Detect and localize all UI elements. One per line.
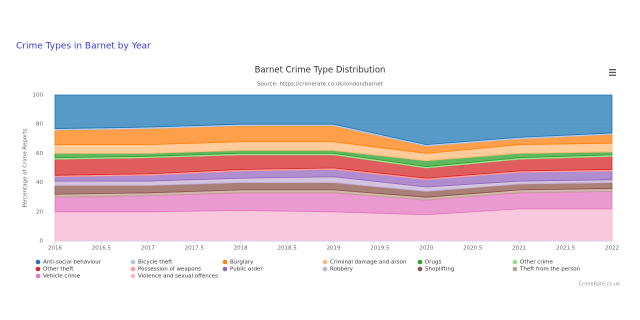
legend-item[interactable]: Public order xyxy=(222,266,264,273)
legend-item[interactable]: Violence and sexual offences xyxy=(130,273,218,280)
legend-symbol xyxy=(417,266,423,272)
legend-symbol xyxy=(512,266,518,272)
y-axis-label: Percentage of Crime Reports xyxy=(23,128,29,207)
y-tick-label: 40 xyxy=(36,180,43,186)
legend-symbol xyxy=(222,259,228,265)
y-tick-label: 60 xyxy=(36,151,43,157)
legend-item[interactable]: Criminal damage and arson xyxy=(322,259,407,266)
page-heading: Crime Types in Barnet by Year xyxy=(16,42,151,52)
x-tick-label: 2016 xyxy=(48,246,62,252)
area xyxy=(54,208,613,242)
x-tick-label: 2020.5 xyxy=(463,246,483,252)
legend-label: Other theft xyxy=(43,267,74,273)
legend-symbol xyxy=(35,266,41,272)
legend-label: Anti-social behaviour xyxy=(43,260,102,266)
legend-symbol xyxy=(130,273,136,279)
legend-item[interactable]: Possession of weapons xyxy=(130,266,201,273)
legend-item[interactable]: Other crime xyxy=(512,259,554,266)
legend-label: Violence and sexual offences xyxy=(138,274,218,280)
legend-symbol xyxy=(222,266,228,272)
credit: CrimeRate.co.uk xyxy=(579,282,620,288)
y-tick-label: 100 xyxy=(33,93,44,99)
menu-bar xyxy=(609,74,616,76)
x-tick-label: 2020 xyxy=(419,246,433,252)
legend-item[interactable]: Bicycle theft xyxy=(130,259,173,266)
x-tick-label: 2016.5 xyxy=(92,246,112,252)
y-tick-label: 0 xyxy=(40,239,44,245)
x-tick-label: 2019.5 xyxy=(370,246,390,252)
legend-item[interactable]: Vehicle crime xyxy=(35,273,81,280)
area xyxy=(54,94,613,146)
legend-symbol xyxy=(417,259,423,265)
legend-label: Burglary xyxy=(230,260,254,266)
y-tick-label: 80 xyxy=(36,122,43,128)
legend-item[interactable]: Other theft xyxy=(35,266,75,273)
menu-bar xyxy=(609,69,616,71)
x-tick-label: 2017 xyxy=(141,246,155,252)
x-tick-label: 2022 xyxy=(605,246,619,252)
menu-bar xyxy=(609,71,616,74)
legend-item[interactable]: Burglary xyxy=(222,259,254,266)
legend-item[interactable]: Robbery xyxy=(322,266,354,273)
legend-symbol xyxy=(322,259,328,265)
legend-item[interactable]: Drugs xyxy=(417,259,442,266)
legend-item[interactable]: Anti-social behaviour xyxy=(35,259,102,266)
plot-area xyxy=(54,94,613,242)
legend-label: Criminal damage and arson xyxy=(330,260,407,266)
x-tick-label: 2017.5 xyxy=(185,246,205,252)
legend-symbol xyxy=(35,259,41,265)
legend-label: Vehicle crime xyxy=(43,274,81,280)
legend-label: Robbery xyxy=(330,267,354,273)
y-tick-label: 20 xyxy=(36,209,43,215)
menu-button[interactable] xyxy=(609,69,616,76)
x-tick-label: 2018.5 xyxy=(277,246,297,252)
legend-symbol xyxy=(322,266,328,272)
legend-label: Shoplifting xyxy=(425,267,454,273)
legend-item[interactable]: Theft from the person xyxy=(512,266,581,273)
chart-subtitle: Source: https://crimerate.co.uk/london/b… xyxy=(257,82,384,88)
legend-symbol xyxy=(130,266,136,272)
x-tick-label: 2021 xyxy=(512,246,526,252)
x-tick-label: 2021.5 xyxy=(556,246,576,252)
legend-label: Public order xyxy=(230,267,263,273)
legend-symbol xyxy=(512,259,518,265)
legend-label: Drugs xyxy=(425,260,441,266)
legend-item[interactable]: Shoplifting xyxy=(417,266,455,273)
x-tick-label: 2018 xyxy=(234,246,248,252)
chart-title: Barnet Crime Type Distribution xyxy=(255,66,386,76)
legend-label: Bicycle theft xyxy=(138,260,173,266)
legend-label: Other crime xyxy=(520,260,554,266)
x-tick-label: 2019 xyxy=(327,246,341,252)
legend-label: Possession of weapons xyxy=(138,267,201,273)
legend-symbol xyxy=(130,259,136,265)
legend-label: Theft from the person xyxy=(519,267,581,273)
legend-symbol xyxy=(35,273,41,279)
